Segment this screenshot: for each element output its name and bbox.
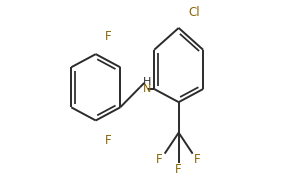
Text: N: N [143, 84, 151, 94]
Text: F: F [194, 153, 200, 166]
Text: F: F [105, 134, 112, 147]
Text: Cl: Cl [189, 6, 200, 19]
Text: H: H [143, 77, 151, 87]
Text: F: F [175, 163, 182, 176]
Text: F: F [156, 153, 163, 166]
Text: F: F [105, 30, 112, 43]
